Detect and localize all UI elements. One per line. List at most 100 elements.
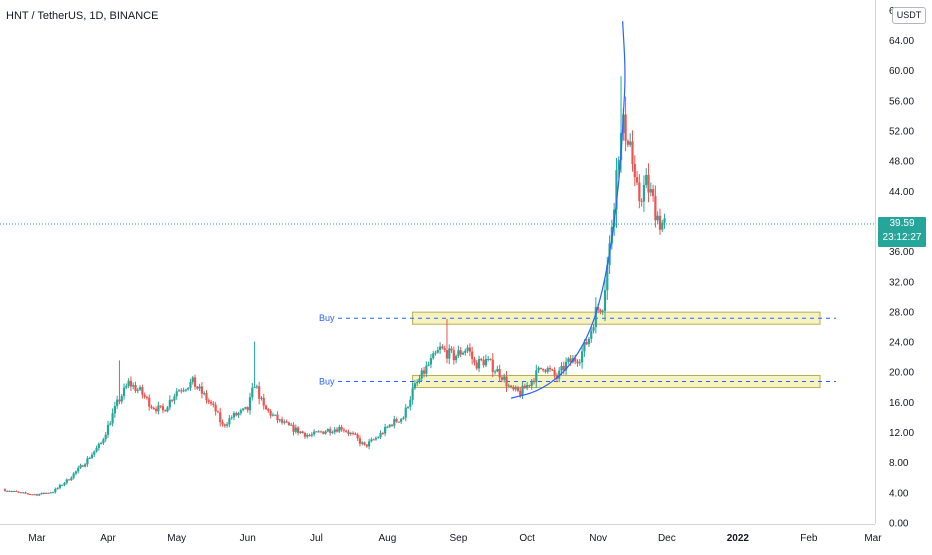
- candle[interactable]: [193, 374, 197, 390]
- candle[interactable]: [640, 198, 643, 207]
- candle[interactable]: [347, 429, 350, 437]
- candle[interactable]: [388, 423, 391, 428]
- candle[interactable]: [498, 364, 501, 383]
- candle[interactable]: [239, 408, 242, 416]
- candle[interactable]: [601, 309, 604, 316]
- candle[interactable]: [367, 438, 371, 450]
- candle[interactable]: [177, 388, 181, 392]
- candle[interactable]: [409, 396, 412, 411]
- candle[interactable]: [258, 381, 261, 405]
- candle[interactable]: [661, 219, 664, 232]
- candle[interactable]: [418, 374, 421, 384]
- candle[interactable]: [663, 213, 666, 229]
- candle[interactable]: [134, 381, 137, 393]
- candle[interactable]: [67, 478, 71, 481]
- candle[interactable]: [617, 156, 620, 179]
- candle[interactable]: [351, 431, 355, 436]
- candle[interactable]: [381, 431, 384, 435]
- candle[interactable]: [214, 401, 217, 416]
- candle[interactable]: [562, 361, 565, 375]
- candle[interactable]: [175, 388, 178, 400]
- candle[interactable]: [379, 430, 382, 440]
- candle[interactable]: [159, 405, 162, 409]
- candle[interactable]: [203, 391, 206, 396]
- candle[interactable]: [342, 427, 346, 433]
- candle[interactable]: [493, 369, 497, 375]
- candle[interactable]: [553, 367, 556, 379]
- candle[interactable]: [434, 350, 437, 356]
- candle[interactable]: [260, 396, 263, 401]
- candle[interactable]: [26, 492, 29, 495]
- candle[interactable]: [51, 491, 55, 494]
- candle[interactable]: [83, 462, 87, 468]
- candle[interactable]: [429, 354, 433, 369]
- candle[interactable]: [42, 492, 45, 495]
- candle[interactable]: [384, 423, 387, 437]
- candle[interactable]: [578, 358, 581, 366]
- candle[interactable]: [161, 403, 165, 414]
- candle[interactable]: [74, 470, 78, 476]
- candle[interactable]: [205, 390, 208, 404]
- candle[interactable]: [656, 211, 659, 224]
- candle[interactable]: [12, 490, 16, 493]
- candle[interactable]: [496, 365, 499, 373]
- candle[interactable]: [164, 409, 167, 412]
- candle[interactable]: [88, 456, 91, 460]
- candle[interactable]: [322, 431, 325, 435]
- candle[interactable]: [631, 130, 634, 172]
- candle[interactable]: [196, 386, 199, 390]
- candle[interactable]: [558, 367, 561, 383]
- candle[interactable]: [356, 432, 359, 441]
- candle[interactable]: [125, 383, 128, 390]
- candle[interactable]: [111, 408, 114, 427]
- candle[interactable]: [86, 456, 89, 467]
- candle[interactable]: [413, 379, 417, 391]
- candle[interactable]: [528, 384, 531, 388]
- candle[interactable]: [537, 366, 540, 374]
- candle[interactable]: [457, 345, 460, 358]
- candle[interactable]: [35, 493, 39, 497]
- candle[interactable]: [100, 441, 103, 445]
- candle[interactable]: [242, 407, 245, 412]
- candle[interactable]: [404, 404, 407, 422]
- candle[interactable]: [269, 409, 272, 419]
- candle[interactable]: [548, 365, 552, 372]
- candle[interactable]: [184, 388, 187, 393]
- candle[interactable]: [283, 419, 286, 425]
- candle[interactable]: [406, 406, 410, 409]
- candle[interactable]: [459, 347, 462, 358]
- candle[interactable]: [530, 378, 533, 390]
- candle[interactable]: [77, 465, 80, 474]
- candle[interactable]: [145, 395, 149, 400]
- candle[interactable]: [452, 346, 455, 365]
- candle[interactable]: [285, 419, 288, 424]
- candle[interactable]: [370, 437, 373, 443]
- candle[interactable]: [216, 410, 220, 413]
- candle[interactable]: [535, 364, 538, 388]
- candle[interactable]: [24, 491, 27, 495]
- candle[interactable]: [56, 487, 59, 490]
- candle[interactable]: [411, 382, 414, 405]
- candle[interactable]: [603, 279, 607, 322]
- candle[interactable]: [592, 324, 595, 334]
- candle[interactable]: [129, 376, 133, 391]
- candle[interactable]: [232, 411, 236, 421]
- candle[interactable]: [377, 436, 380, 439]
- candle[interactable]: [47, 492, 50, 494]
- candle[interactable]: [141, 384, 144, 399]
- candle[interactable]: [187, 387, 190, 391]
- candle[interactable]: [642, 175, 646, 212]
- candle[interactable]: [299, 430, 302, 434]
- candle[interactable]: [122, 383, 126, 400]
- candle[interactable]: [505, 371, 508, 393]
- candle[interactable]: [324, 430, 327, 435]
- candle[interactable]: [223, 423, 226, 428]
- candle[interactable]: [477, 355, 481, 373]
- candle[interactable]: [31, 494, 34, 496]
- candle[interactable]: [219, 407, 222, 427]
- candles-layer[interactable]: [3, 76, 666, 497]
- candle[interactable]: [317, 430, 320, 433]
- candle[interactable]: [225, 422, 229, 428]
- candle[interactable]: [93, 450, 96, 457]
- candle[interactable]: [633, 155, 636, 187]
